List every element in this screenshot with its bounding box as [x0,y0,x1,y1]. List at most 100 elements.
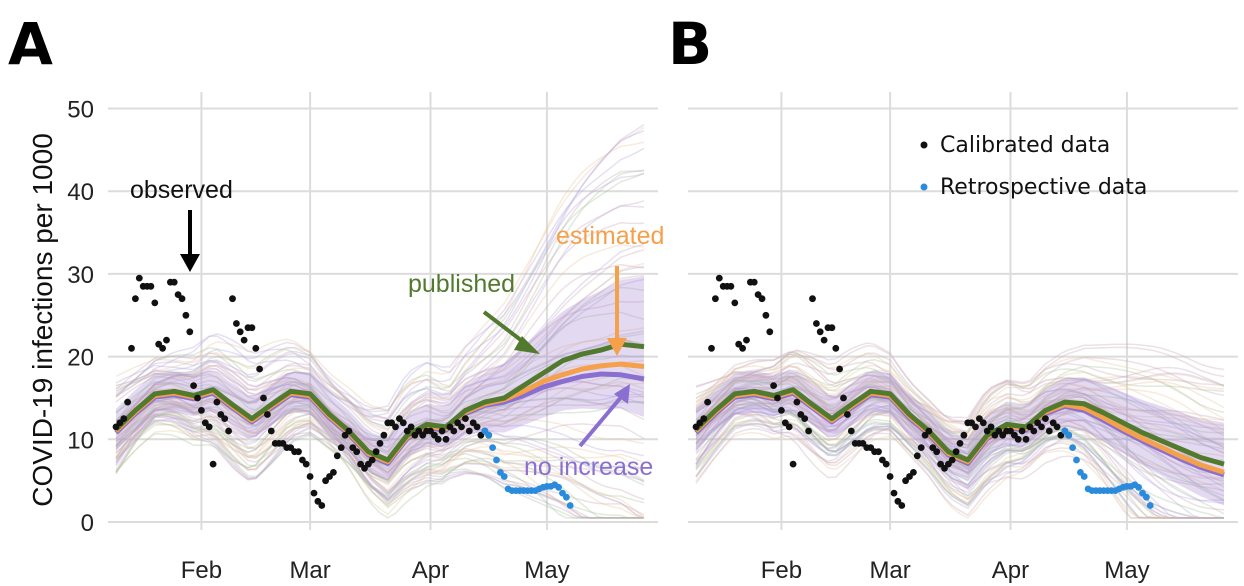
retrospective-point [1065,431,1073,439]
simulation-trace [115,170,645,412]
observed-point [178,295,186,303]
observed-point [750,278,758,286]
observed-point [434,435,442,443]
observed-point [1045,427,1053,435]
observed-point [186,328,194,336]
simulation-trace [695,423,1224,519]
observed-point [1053,423,1061,431]
observed-point [221,415,229,422]
observed-point [762,311,770,319]
observed-point [1018,427,1026,435]
observed-point [248,324,256,332]
simulation-trace [115,130,645,411]
simulation-trace [695,410,1224,519]
simulation-trace [115,408,645,519]
observed-point [353,448,361,456]
observed-point [875,448,882,456]
arrow-published [482,310,528,346]
simulation-trace [115,409,645,519]
observed-point [731,299,739,307]
observed-point [832,344,840,352]
y-tick-label: 20 [67,345,94,372]
observed-point [898,502,906,509]
arrowhead-observed [180,254,200,272]
y-tick-label: 10 [67,427,94,454]
arrowhead-no-increase [614,384,630,404]
observed-point [345,427,353,435]
observed-point [758,295,766,303]
simulation-trace [115,409,645,519]
observed-point [450,427,458,435]
simulation-trace [695,345,1225,426]
observed-point [1030,427,1038,435]
observed-point [438,427,446,435]
retrospective-point [485,431,493,439]
observed-point [813,320,820,327]
retrospective-point [1069,444,1076,451]
observed-point [318,502,326,509]
annotation-published: published [408,270,515,298]
observed-point [913,452,921,460]
observed-point [712,295,719,303]
simulation-trace [115,147,645,423]
simulation-trace [115,126,645,419]
simulation-trace [115,401,645,482]
retrospective-point [1073,456,1080,464]
simulation-trace [695,351,1225,424]
core-band [116,276,644,481]
observed-point [778,407,785,414]
observed-point [801,415,809,422]
observed-point [979,419,987,427]
simulation-trace [695,393,1225,502]
simulation-trace [115,141,645,412]
observed-point [882,460,890,468]
observed-point [774,394,781,402]
observed-point [766,328,774,336]
observed-point [462,415,469,422]
observed-point [120,415,128,422]
observed-point [1014,435,1022,443]
x-tick-label: May [1104,557,1149,584]
observed-point [124,398,131,406]
observed-point [960,431,968,439]
observed-point [252,344,260,352]
panel-letter-b: B [668,10,712,78]
retrospective-point [1080,473,1088,480]
simulation-trace [695,402,1225,502]
observed-point [236,328,244,336]
simulation-trace [695,408,1224,519]
simulation-trace [115,413,644,519]
simulation-trace [115,222,645,430]
simulation-trace [695,428,1224,519]
simulation-trace [115,172,645,428]
simulation-trace [115,382,645,479]
observed-point [205,423,213,431]
observed-point [128,344,135,352]
observed-point [194,394,201,402]
observed-point [793,398,801,406]
observed-point [844,411,851,418]
observed-point [948,456,956,464]
x-tick-label: Apr [412,557,449,584]
observed-point [337,444,345,451]
observed-point [163,336,170,344]
retrospective-point [563,493,570,501]
simulation-trace [695,395,1225,485]
observed-point [708,344,715,352]
observed-point [473,423,481,431]
observed-point [700,415,708,422]
arrowhead-estimated [607,338,627,356]
observed-point [159,344,167,352]
observed-point [198,407,205,414]
simulation-trace [695,352,1225,434]
observed-point [151,299,159,307]
y-axis-label: COVID-19 infections per 1000 [27,133,58,507]
simulation-trace [695,369,1225,449]
simulation-trace [115,396,645,474]
observed-point [809,295,816,303]
observed-point [295,448,302,456]
observed-point [190,382,198,389]
simulation-trace [115,406,645,503]
observed-point [333,452,341,460]
